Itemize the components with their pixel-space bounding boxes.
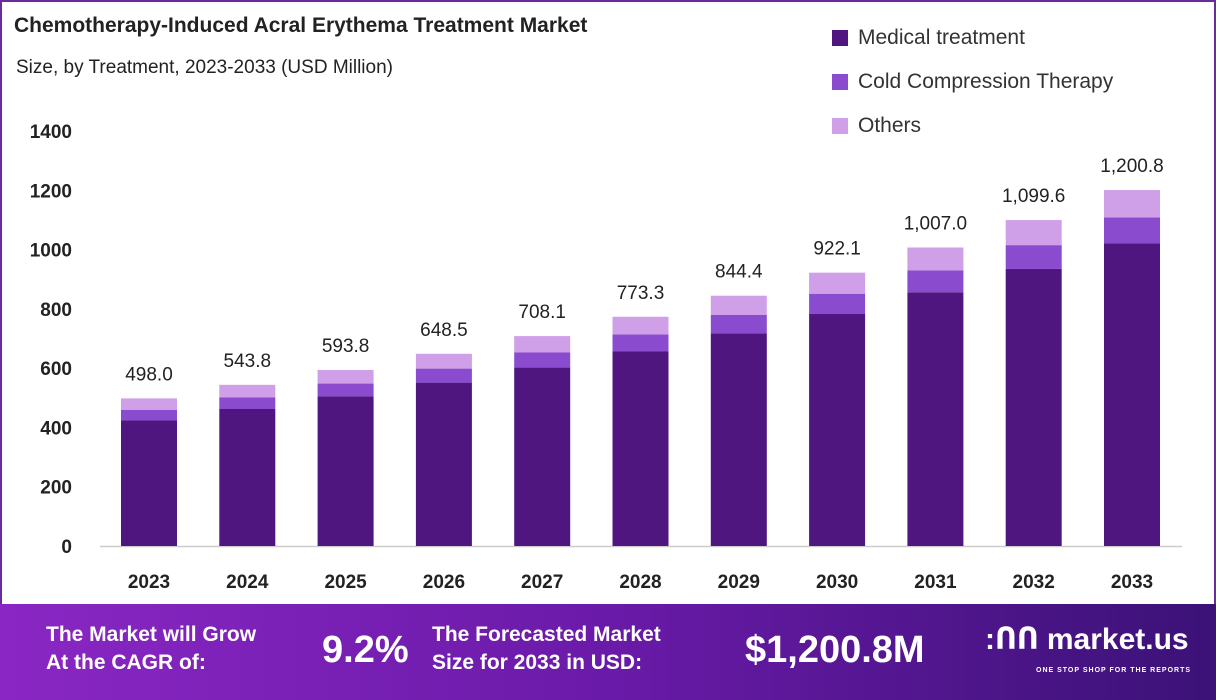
data-label-total: 648.5	[420, 320, 468, 341]
x-tick-label: 2026	[423, 572, 465, 593]
legend-swatch	[832, 74, 848, 90]
legend-label: Medical treatment	[858, 26, 1025, 49]
y-tick-label: 1200	[30, 181, 72, 202]
y-tick-label: 1000	[30, 241, 72, 262]
bar-segment-cold-compression-therapy	[1005, 245, 1062, 269]
bar-segment-cold-compression-therapy	[710, 314, 767, 334]
bar-segment-cold-compression-therapy	[317, 383, 374, 397]
x-tick-label: 2028	[619, 572, 661, 593]
bar-segment-medical-treatment	[710, 333, 767, 546]
bar-segment-medical-treatment	[121, 420, 177, 546]
chart-frame	[0, 0, 1216, 604]
bar-segment-medical-treatment	[907, 292, 964, 546]
x-tick-label: 2033	[1111, 572, 1153, 593]
y-tick-label: 0	[61, 537, 72, 558]
bar-segment-others	[710, 295, 767, 315]
y-tick-label: 1400	[30, 122, 72, 143]
cagr-value: 9.2%	[322, 629, 409, 671]
bar-segment-others	[907, 247, 964, 271]
bar-segment-medical-treatment	[1104, 243, 1160, 546]
bar-segment-medical-treatment	[809, 313, 866, 546]
bar-segment-others	[514, 336, 571, 353]
x-tick-label: 2024	[226, 572, 269, 593]
data-label-total: 498.0	[125, 364, 173, 385]
x-tick-label: 2032	[1013, 572, 1055, 593]
legend-item-medical: Medical treatment	[832, 16, 1113, 60]
brand-tagline: ONE STOP SHOP FOR THE REPORTS	[1036, 667, 1192, 674]
bar-segment-medical-treatment	[317, 396, 374, 546]
data-label-total: 1,200.8	[1100, 156, 1163, 177]
bar-segment-others	[1005, 220, 1062, 246]
bar-segment-medical-treatment	[415, 382, 472, 546]
bar-segment-others	[121, 398, 177, 410]
legend: Medical treatment Cold Compression Thera…	[832, 16, 1113, 148]
chart-subtitle: Size, by Treatment, 2023-2033 (USD Milli…	[16, 57, 393, 78]
bar-segment-medical-treatment	[612, 351, 669, 546]
legend-item-others: Others	[832, 104, 1113, 148]
x-tick-label: 2027	[521, 572, 563, 593]
bar-segment-cold-compression-therapy	[415, 368, 472, 383]
legend-item-cold: Cold Compression Therapy	[832, 60, 1113, 104]
data-label-total: 593.8	[322, 336, 370, 357]
data-label-total: 543.8	[224, 351, 272, 372]
x-tick-label: 2031	[914, 572, 957, 593]
y-tick-label: 600	[40, 359, 72, 380]
cagr-label: The Market will Grow At the CAGR of:	[46, 623, 257, 674]
bar-segment-others	[415, 353, 472, 369]
data-label-total: 1,099.6	[1002, 186, 1065, 207]
chart-plot: 0 200 400 600 800 1000 1200 1400 498.0 2023 543.8 2…	[30, 122, 1182, 593]
brand-logo: :ՈՈ market.us	[985, 620, 1189, 660]
bar-segment-cold-compression-therapy	[514, 352, 571, 368]
x-tick-label: 2030	[816, 572, 858, 593]
bar-segment-cold-compression-therapy	[612, 334, 669, 352]
forecast-value: $1,200.8M	[745, 629, 925, 671]
x-tick-label: 2025	[324, 572, 367, 593]
bar-segment-medical-treatment	[219, 408, 276, 546]
bar-segment-cold-compression-therapy	[809, 293, 866, 314]
legend-swatch	[832, 30, 848, 46]
y-tick-label: 200	[40, 478, 72, 499]
data-label-total: 773.3	[617, 283, 665, 304]
bar-segment-others	[1104, 190, 1160, 218]
bar-segment-others	[612, 316, 669, 335]
x-tick-label: 2029	[718, 572, 760, 593]
bar-segment-cold-compression-therapy	[219, 397, 276, 409]
x-tick-label: 2023	[128, 572, 170, 593]
bar-segment-cold-compression-therapy	[121, 409, 177, 421]
y-tick-label: 400	[40, 418, 72, 439]
data-label-total: 844.4	[715, 262, 763, 283]
bar-segment-others	[317, 369, 374, 384]
logo-icon: :ՈՈ	[985, 623, 1039, 656]
data-label-total: 922.1	[813, 239, 861, 260]
legend-label: Cold Compression Therapy	[858, 70, 1114, 93]
bar-segment-others	[809, 272, 866, 294]
y-tick-label: 800	[40, 300, 72, 321]
legend-label: Others	[858, 114, 922, 137]
legend-swatch	[832, 118, 848, 134]
footer-banner: The Market will Grow At the CAGR of: 9.2%…	[0, 604, 1216, 700]
bar-segment-others	[219, 384, 276, 398]
bar-segment-cold-compression-therapy	[907, 270, 964, 293]
bar-segment-medical-treatment	[514, 367, 571, 546]
data-label-total: 1,007.0	[904, 213, 967, 234]
forecast-label: The Forecasted Market Size for 2033 in US…	[432, 623, 661, 674]
bar-segment-cold-compression-therapy	[1104, 217, 1160, 244]
bar-segment-medical-treatment	[1005, 268, 1062, 546]
data-label-total: 708.1	[518, 302, 566, 323]
chart-title: Chemotherapy-Induced Acral Erythema Trea…	[14, 14, 588, 37]
